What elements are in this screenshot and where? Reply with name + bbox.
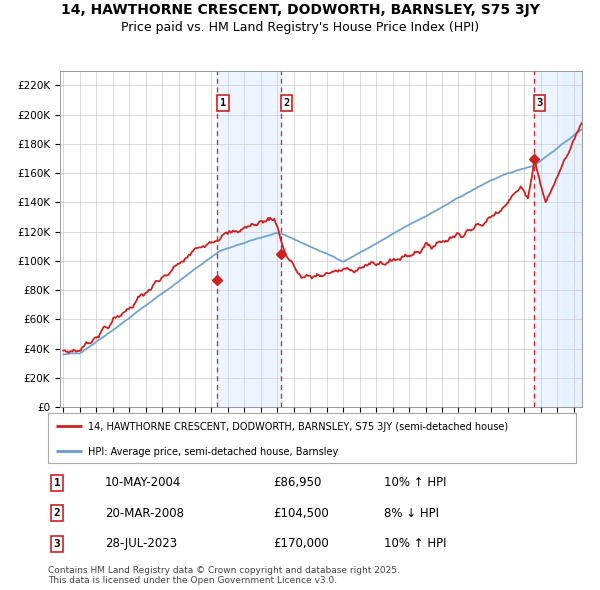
- Text: 14, HAWTHORNE CRESCENT, DODWORTH, BARNSLEY, S75 3JY: 14, HAWTHORNE CRESCENT, DODWORTH, BARNSL…: [61, 3, 539, 17]
- Text: £86,950: £86,950: [273, 476, 322, 489]
- Bar: [562, 71, 582, 407]
- Text: 2: 2: [283, 98, 290, 108]
- Text: 10% ↑ HPI: 10% ↑ HPI: [384, 537, 446, 550]
- Text: Price paid vs. HM Land Registry's House Price Index (HPI): Price paid vs. HM Land Registry's House …: [121, 21, 479, 34]
- Text: 1: 1: [53, 478, 61, 487]
- Text: HPI: Average price, semi-detached house, Barnsley: HPI: Average price, semi-detached house,…: [88, 447, 338, 457]
- Text: 14, HAWTHORNE CRESCENT, DODWORTH, BARNSLEY, S75 3JY (semi-detached house): 14, HAWTHORNE CRESCENT, DODWORTH, BARNSL…: [88, 421, 508, 431]
- Text: 2: 2: [53, 509, 61, 518]
- Bar: [217, 71, 281, 407]
- Text: 3: 3: [53, 539, 61, 549]
- Text: 28-JUL-2023: 28-JUL-2023: [105, 537, 177, 550]
- Text: 10-MAY-2004: 10-MAY-2004: [105, 476, 181, 489]
- Text: 20-MAR-2008: 20-MAR-2008: [105, 507, 184, 520]
- Text: 1: 1: [220, 98, 226, 108]
- Text: 10% ↑ HPI: 10% ↑ HPI: [384, 476, 446, 489]
- Text: Contains HM Land Registry data © Crown copyright and database right 2025.
This d: Contains HM Land Registry data © Crown c…: [48, 566, 400, 585]
- Bar: [534, 71, 582, 407]
- Text: £170,000: £170,000: [273, 537, 329, 550]
- Text: 3: 3: [536, 98, 542, 108]
- Text: 8% ↓ HPI: 8% ↓ HPI: [384, 507, 439, 520]
- Text: £104,500: £104,500: [273, 507, 329, 520]
